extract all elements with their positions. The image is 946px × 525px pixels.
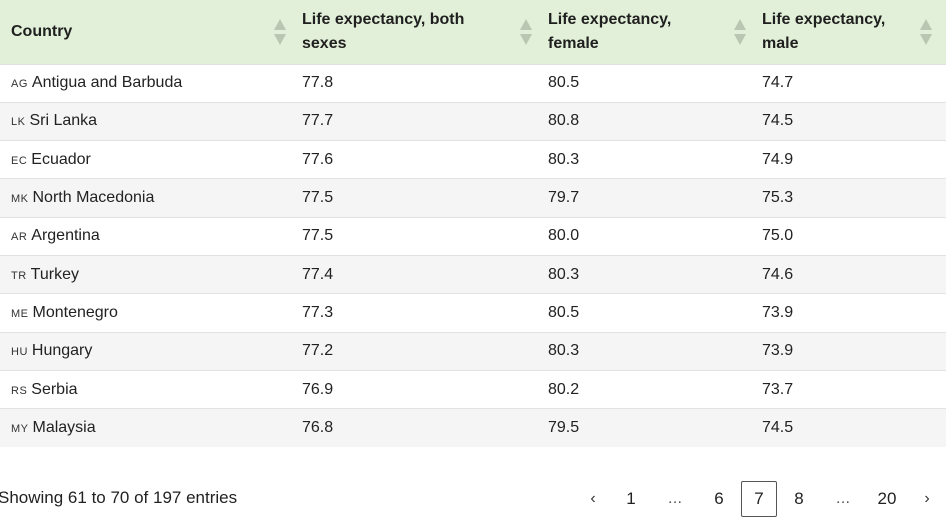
column-header-label: Life expectancy, female xyxy=(548,10,672,52)
sort-icon[interactable] xyxy=(734,18,746,45)
female-cell: 80.8 xyxy=(548,112,580,130)
country-cell: RS Serbia xyxy=(0,370,300,408)
male-cell: 73.7 xyxy=(762,380,794,398)
male-cell: 73.9 xyxy=(762,303,794,321)
male-cell: 74.5 xyxy=(762,112,794,130)
table-header-row: Country Life expectancy, both sexes Life… xyxy=(0,0,946,64)
female-cell: 80.0 xyxy=(548,227,580,245)
country-name: Serbia xyxy=(31,380,78,398)
table-row: MY Malaysia 76.8 79.5 74.5 xyxy=(0,408,946,447)
country-code: AR xyxy=(11,231,28,244)
country-name: Turkey xyxy=(30,265,79,283)
page-button-6[interactable]: 6 xyxy=(714,489,724,508)
country-cell: HU Hungary xyxy=(0,332,300,370)
country-cell: MY Malaysia xyxy=(0,409,300,447)
country-code: LK xyxy=(11,116,26,129)
country-name: Hungary xyxy=(31,342,93,360)
country-cell: AG Antigua and Barbuda xyxy=(0,64,300,102)
female-cell: 80.3 xyxy=(548,150,580,168)
country-code: MY xyxy=(11,423,29,436)
country-cell: EC Ecuador xyxy=(0,141,300,179)
table-row: HU Hungary 77.2 80.3 73.9 xyxy=(0,332,946,371)
page-button-8[interactable]: 8 xyxy=(794,489,804,508)
both-sexes-cell: 77.8 xyxy=(302,74,334,92)
column-header-female[interactable]: Life expectancy, female xyxy=(546,0,760,64)
page-button-1[interactable]: 1 xyxy=(626,489,636,508)
column-header-label: Life expectancy, male xyxy=(762,10,886,52)
country-code: TR xyxy=(11,269,27,282)
both-sexes-cell: 77.3 xyxy=(302,303,334,321)
table-row: AR Argentina 77.5 80.0 75.0 xyxy=(0,217,946,256)
column-header-label: Life expectancy, both sexes xyxy=(302,10,465,52)
both-sexes-cell: 76.9 xyxy=(302,380,334,398)
country-code: AG xyxy=(11,78,28,91)
sort-icon[interactable] xyxy=(520,18,532,45)
country-cell: AR Argentina xyxy=(0,217,300,255)
column-header-country[interactable]: Country xyxy=(0,0,300,64)
both-sexes-cell: 77.7 xyxy=(302,112,334,130)
table-row: RS Serbia 76.9 80.2 73.7 xyxy=(0,370,946,409)
table-row: AG Antigua and Barbuda 77.8 80.5 74.7 xyxy=(0,64,946,103)
next-page-button[interactable]: › xyxy=(924,490,930,507)
male-cell: 74.6 xyxy=(762,265,794,283)
previous-page-button[interactable]: ‹ xyxy=(590,490,596,507)
both-sexes-cell: 77.2 xyxy=(302,342,334,360)
country-code: MK xyxy=(11,193,29,206)
female-cell: 80.2 xyxy=(548,380,580,398)
pagination: ‹ 1 … 6 7 8 … 20 › xyxy=(0,481,946,519)
male-cell: 73.9 xyxy=(762,342,794,360)
female-cell: 80.3 xyxy=(548,342,580,360)
table-row: ME Montenegro 77.3 80.5 73.9 xyxy=(0,293,946,333)
both-sexes-cell: 77.5 xyxy=(302,227,334,245)
both-sexes-cell: 77.4 xyxy=(302,265,334,283)
country-name: Ecuador xyxy=(31,150,91,168)
country-cell: MK North Macedonia xyxy=(0,179,300,217)
country-name: Malaysia xyxy=(32,419,96,437)
country-cell: TR Turkey xyxy=(0,255,300,293)
page-button-20[interactable]: 20 xyxy=(877,489,897,508)
column-header-both-sexes[interactable]: Life expectancy, both sexes xyxy=(300,0,546,64)
female-cell: 79.7 xyxy=(548,189,580,207)
country-cell: LK Sri Lanka xyxy=(0,102,300,140)
male-cell: 75.3 xyxy=(762,189,794,207)
sort-icon[interactable] xyxy=(920,18,932,45)
table-row: TR Turkey 77.4 80.3 74.6 xyxy=(0,255,946,294)
male-cell: 74.9 xyxy=(762,150,794,168)
table-row: MK North Macedonia 77.5 79.7 75.3 xyxy=(0,178,946,218)
country-code: ME xyxy=(11,307,29,320)
both-sexes-cell: 76.8 xyxy=(302,419,334,437)
country-name: Montenegro xyxy=(32,303,118,321)
data-table: Country Life expectancy, both sexes Life… xyxy=(0,0,946,447)
both-sexes-cell: 77.5 xyxy=(302,189,334,207)
country-code: RS xyxy=(11,384,28,397)
sort-icon[interactable] xyxy=(274,18,286,45)
country-name: North Macedonia xyxy=(32,189,155,207)
table-row: LK Sri Lanka 77.7 80.8 74.5 xyxy=(0,102,946,141)
female-cell: 79.5 xyxy=(548,419,580,437)
column-header-label: Country xyxy=(11,22,73,40)
column-header-male[interactable]: Life expectancy, male xyxy=(760,0,946,64)
pagination-ellipsis: … xyxy=(667,490,683,507)
page-button-7-current[interactable]: 7 xyxy=(741,481,777,517)
male-cell: 74.5 xyxy=(762,419,794,437)
country-name: Argentina xyxy=(31,227,100,245)
female-cell: 80.5 xyxy=(548,303,580,321)
entries-info: Showing 61 to 70 of 197 entries xyxy=(0,488,238,507)
female-cell: 80.3 xyxy=(548,265,580,283)
country-cell: ME Montenegro xyxy=(0,294,300,332)
country-name: Antigua and Barbuda xyxy=(31,74,183,92)
both-sexes-cell: 77.6 xyxy=(302,150,334,168)
male-cell: 75.0 xyxy=(762,227,794,245)
female-cell: 80.5 xyxy=(548,74,580,92)
male-cell: 74.7 xyxy=(762,74,794,92)
country-code: EC xyxy=(11,154,28,167)
table-row: EC Ecuador 77.6 80.3 74.9 xyxy=(0,140,946,179)
country-code: HU xyxy=(11,346,28,359)
pagination-ellipsis: … xyxy=(835,490,851,507)
country-name: Sri Lanka xyxy=(29,112,98,130)
